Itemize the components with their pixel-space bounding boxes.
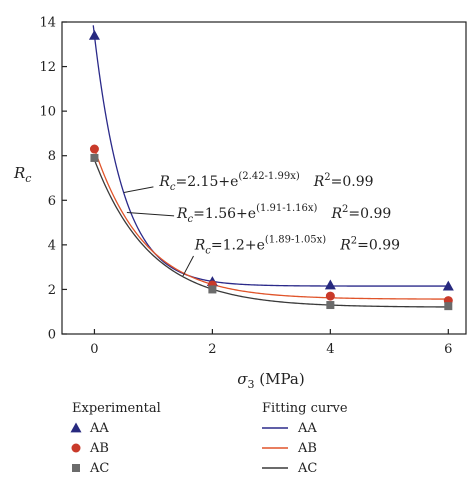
y-tick-label: 10 (39, 105, 56, 120)
y-axis-subscript: c (25, 172, 31, 185)
annotation-leader-ac (182, 255, 194, 277)
y-axis-title: Rc (13, 164, 31, 185)
data-point-ac (444, 302, 453, 311)
annotation-part: R (194, 237, 206, 253)
legend-label-fitting-ab: AB (297, 441, 317, 456)
annotation-part: R (313, 174, 325, 190)
annotation-aa: Rc=2.15+e(2.42-1.99x) R2=0.99 (158, 171, 373, 193)
data-point-aa (442, 280, 454, 291)
plot-frame (61, 21, 467, 335)
legend-marker-ac (72, 464, 80, 472)
data-point-ab (325, 291, 335, 301)
y-tick-label: 0 (48, 328, 56, 343)
y-tick-label: 2 (48, 283, 56, 298)
fit-curve-ab (92, 144, 449, 300)
annotation-part (300, 174, 314, 190)
annotation-part: R (330, 206, 342, 222)
x-tick-label: 2 (208, 342, 216, 357)
y-tick-label: 14 (39, 16, 56, 31)
annotation-leader-ab (126, 212, 175, 217)
x-tick-label: 4 (326, 342, 334, 357)
annotation-part: R (158, 174, 170, 190)
annotation-part: =1.56+e (193, 206, 256, 222)
legend-label-fitting-ac: AC (297, 461, 317, 476)
annotation-part: =2.15+e (175, 174, 238, 190)
annotation-part (326, 237, 340, 253)
annotation-part (317, 206, 331, 222)
y-tick-label: 4 (48, 238, 56, 253)
annotation-part: R (176, 206, 188, 222)
legend: Experimental Fitting curve AA AA AB AB AC AC (70, 401, 348, 476)
data-point-aa (88, 29, 100, 40)
annotation-part: 2 (324, 172, 330, 183)
annotation-leader-aa (123, 186, 154, 193)
annotation-ac: Rc=1.2+e(1.89-1.05x) R2=0.99 (194, 234, 400, 256)
x-axis-subscript: 3 (248, 378, 255, 391)
data-point-ab (89, 144, 99, 154)
legend-marker-ab (71, 443, 81, 453)
annotation-part: c (205, 245, 211, 256)
x-tick-label: 6 (444, 342, 452, 357)
fit-curve-ac (92, 156, 449, 308)
x-tick-label: 0 (90, 342, 98, 357)
annotation-part: 2 (342, 204, 348, 215)
legend-fitting-title: Fitting curve (262, 401, 348, 416)
annotation-part: =0.99 (357, 237, 400, 253)
annotation-part: (1.89-1.05x) (265, 234, 326, 245)
annotation-part: (2.42-1.99x) (238, 171, 299, 182)
data-point-ac (208, 285, 217, 294)
annotation-part: R (339, 237, 351, 253)
annotation-part: =0.99 (331, 174, 374, 190)
legend-label-experimental-ac: AC (89, 461, 109, 476)
data-point-ac (326, 301, 335, 310)
legend-label-fitting-aa: AA (297, 421, 317, 436)
y-tick-label: 6 (48, 194, 56, 209)
annotation-part: c (188, 214, 194, 225)
annotation-ab: Rc=1.56+e(1.91-1.16x) R2=0.99 (176, 203, 391, 225)
y-tick-label: 12 (39, 60, 56, 75)
x-axis-title: σ3 (MPa) (237, 370, 304, 391)
data-point-aa (324, 279, 336, 290)
annotation-part: =1.2+e (211, 237, 265, 253)
annotation-part: (1.91-1.16x) (256, 203, 317, 214)
legend-items: AA AA AB AB AC AC (70, 421, 317, 476)
legend-label-experimental-ab: AB (89, 441, 109, 456)
annotation-part: =0.99 (348, 206, 391, 222)
y-tick-label: 8 (48, 149, 56, 164)
x-axis-unit: (MPa) (255, 370, 305, 388)
legend-label-experimental-aa: AA (89, 421, 109, 436)
annotation-part: c (170, 182, 176, 193)
x-axis-symbol: σ (237, 370, 248, 388)
legend-marker-aa (70, 422, 82, 433)
y-axis-symbol: R (13, 164, 25, 182)
data-point-ac (90, 153, 99, 162)
legend-experimental-title: Experimental (72, 401, 161, 416)
annotation-part: 2 (351, 235, 357, 246)
